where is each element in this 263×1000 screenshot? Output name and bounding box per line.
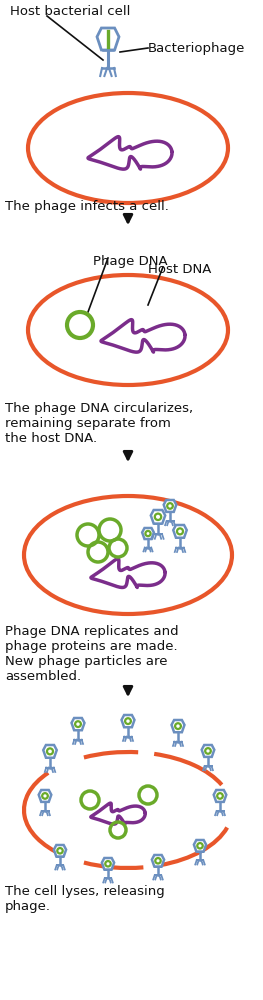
Polygon shape bbox=[97, 28, 119, 50]
Polygon shape bbox=[142, 528, 154, 539]
Polygon shape bbox=[194, 840, 206, 852]
Polygon shape bbox=[171, 720, 184, 732]
Polygon shape bbox=[164, 500, 176, 512]
Text: Phage DNA: Phage DNA bbox=[93, 255, 168, 268]
Text: Bacteriophage: Bacteriophage bbox=[148, 42, 245, 55]
Polygon shape bbox=[72, 718, 84, 730]
Polygon shape bbox=[43, 745, 57, 758]
Polygon shape bbox=[102, 858, 114, 870]
Polygon shape bbox=[151, 510, 165, 524]
Polygon shape bbox=[54, 845, 66, 857]
Text: Host bacterial cell: Host bacterial cell bbox=[10, 5, 130, 18]
Text: The phage DNA circularizes,
remaining separate from
the host DNA.: The phage DNA circularizes, remaining se… bbox=[5, 402, 193, 445]
Text: Host DNA: Host DNA bbox=[148, 263, 211, 276]
Polygon shape bbox=[152, 855, 164, 867]
Polygon shape bbox=[214, 790, 226, 802]
Polygon shape bbox=[202, 745, 214, 757]
Polygon shape bbox=[173, 525, 187, 538]
Text: Phage DNA replicates and
phage proteins are made.
New phage particles are
assemb: Phage DNA replicates and phage proteins … bbox=[5, 625, 179, 683]
Polygon shape bbox=[122, 715, 134, 727]
Text: The phage infects a cell.: The phage infects a cell. bbox=[5, 200, 169, 213]
Text: The cell lyses, releasing
phage.: The cell lyses, releasing phage. bbox=[5, 885, 165, 913]
Polygon shape bbox=[39, 790, 51, 802]
